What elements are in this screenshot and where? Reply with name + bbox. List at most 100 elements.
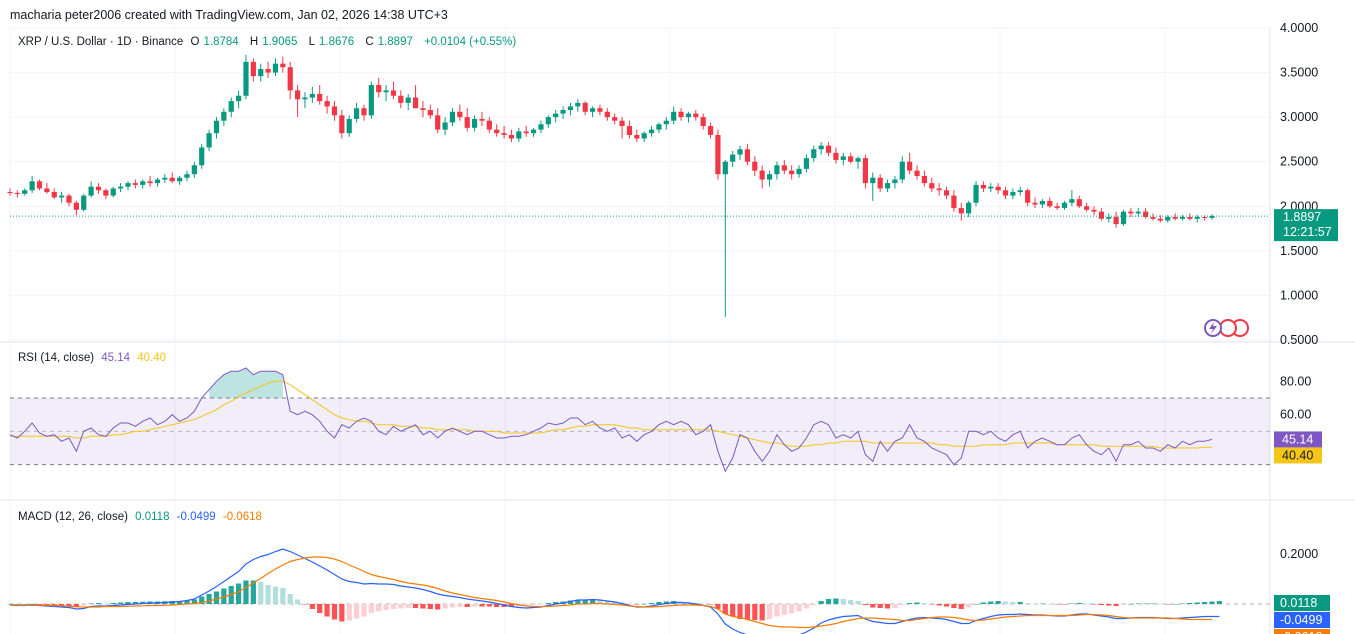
candle-body — [81, 195, 87, 210]
macd-histogram-bar — [648, 603, 655, 604]
macd-histogram-bar — [715, 604, 721, 609]
macd-histogram-bar — [567, 600, 574, 604]
candle-body — [523, 131, 529, 134]
candle-body — [1076, 199, 1082, 207]
candle-body — [36, 181, 43, 189]
macd-histogram-bar — [103, 603, 109, 604]
candle-body — [966, 202, 972, 214]
macd-histogram-bar — [81, 604, 87, 606]
candle-body — [66, 195, 72, 203]
high-value: 1.9065 — [262, 36, 298, 48]
macd-histogram-bar — [118, 602, 124, 604]
macd-histogram-bar — [479, 604, 485, 607]
macd-histogram-bar — [236, 583, 242, 604]
candle-body — [641, 133, 647, 139]
price-tick-label: 0.5000 — [1280, 333, 1318, 347]
candle-body — [1069, 199, 1075, 203]
flag-icon — [1219, 319, 1237, 337]
candle-body — [110, 188, 116, 196]
macd-histogram-bar — [523, 604, 529, 606]
candle-body — [280, 63, 286, 68]
candle-body — [103, 190, 109, 196]
macd-histogram-bar — [73, 604, 79, 607]
candle-body — [774, 165, 780, 175]
candle-body — [929, 183, 935, 189]
macd-histogram-bar — [1128, 604, 1134, 605]
macd-histogram-bar — [575, 600, 581, 604]
candle-body — [759, 170, 765, 180]
candle-body — [1143, 211, 1149, 217]
macd-histogram-bar — [1172, 604, 1178, 605]
macd-histogram-bar — [766, 604, 773, 619]
candle-body — [1179, 216, 1186, 219]
candle-body — [309, 93, 315, 98]
change-value: +0.0104 (+0.55%) — [424, 36, 517, 48]
candle-body — [626, 126, 633, 135]
candle-body — [1084, 206, 1090, 210]
candle-body — [486, 120, 492, 130]
macd-histogram-bar — [1076, 603, 1082, 604]
candle-body — [1047, 200, 1053, 207]
macd-histogram-bar — [943, 604, 950, 607]
macd-histogram-bar — [1157, 604, 1163, 605]
macd-histogram-bar — [980, 602, 986, 604]
macd-histogram-bar — [870, 604, 876, 608]
candle-body — [427, 110, 433, 116]
candle-body — [405, 97, 411, 103]
macd-histogram-bar — [803, 604, 810, 609]
rsi-value: 45.14 — [101, 352, 131, 364]
price-tick-label: 3.5000 — [1280, 66, 1318, 80]
macd-histogram-bar — [604, 601, 610, 604]
rsi-ma-badge — [1274, 447, 1322, 464]
macd-histogram-bar — [966, 604, 972, 608]
macd-histogram-bar — [88, 603, 94, 604]
candle-body — [22, 190, 28, 194]
macd-histogram-bar — [789, 604, 795, 614]
macd-histogram-bar — [730, 604, 736, 617]
rsi-ma-badge-text: 40.40 — [1282, 448, 1313, 462]
candle-body — [1165, 216, 1171, 221]
candle-body — [1172, 216, 1178, 219]
candle-body — [811, 149, 817, 159]
candle-body — [678, 111, 684, 118]
candle-body — [398, 95, 404, 103]
macd-histogram-bar — [213, 591, 220, 604]
macd-histogram-bar — [353, 604, 360, 619]
macd-histogram-bar — [921, 603, 928, 604]
macd-histogram-bar — [221, 588, 227, 604]
rsi-legend: RSI (14, close) 45.14 40.40 — [18, 352, 170, 364]
macd-histogram-bar — [759, 604, 765, 621]
price-tick-label: 3.0000 — [1280, 110, 1318, 124]
macd-histogram-bar — [471, 604, 478, 607]
candle-body — [265, 69, 271, 73]
macd-histogram-bar — [663, 601, 669, 604]
macd-histogram-bar — [612, 601, 618, 604]
macd-histogram-bar — [1010, 602, 1016, 604]
candle-body — [294, 90, 301, 100]
macd-histogram-bar — [1084, 603, 1090, 604]
macd-histogram-bar — [442, 604, 448, 609]
candle-body — [700, 117, 706, 127]
macd-histogram-bar — [707, 604, 714, 605]
macd-histogram-bar — [265, 585, 271, 604]
macd-histogram-bar — [737, 604, 743, 619]
macd-histogram-bar — [368, 604, 374, 613]
macd-histogram-bar — [272, 586, 279, 604]
macd-histogram-bar — [346, 604, 352, 621]
rsi-line — [9, 367, 1213, 473]
macd-histogram-bar — [744, 604, 751, 620]
macd-signal-badge-text: -0.0618 — [1280, 630, 1322, 634]
candle-body — [471, 118, 478, 128]
macd-histogram-bar — [324, 604, 330, 617]
macd-histogram-bar — [1017, 602, 1023, 604]
macd-histogram-bar — [862, 604, 869, 605]
macd-histogram-bar — [884, 604, 891, 609]
macd-histogram-bar — [1032, 603, 1038, 604]
macd-histogram-bar — [626, 603, 633, 604]
macd-histogram-bar — [907, 603, 913, 604]
candle-body — [1025, 190, 1031, 203]
candle-body — [1128, 211, 1134, 214]
symbol-legend: XRP / U.S. Dollar · 1D · Binance O 1.8784… — [18, 36, 520, 48]
candle-body — [449, 111, 456, 123]
